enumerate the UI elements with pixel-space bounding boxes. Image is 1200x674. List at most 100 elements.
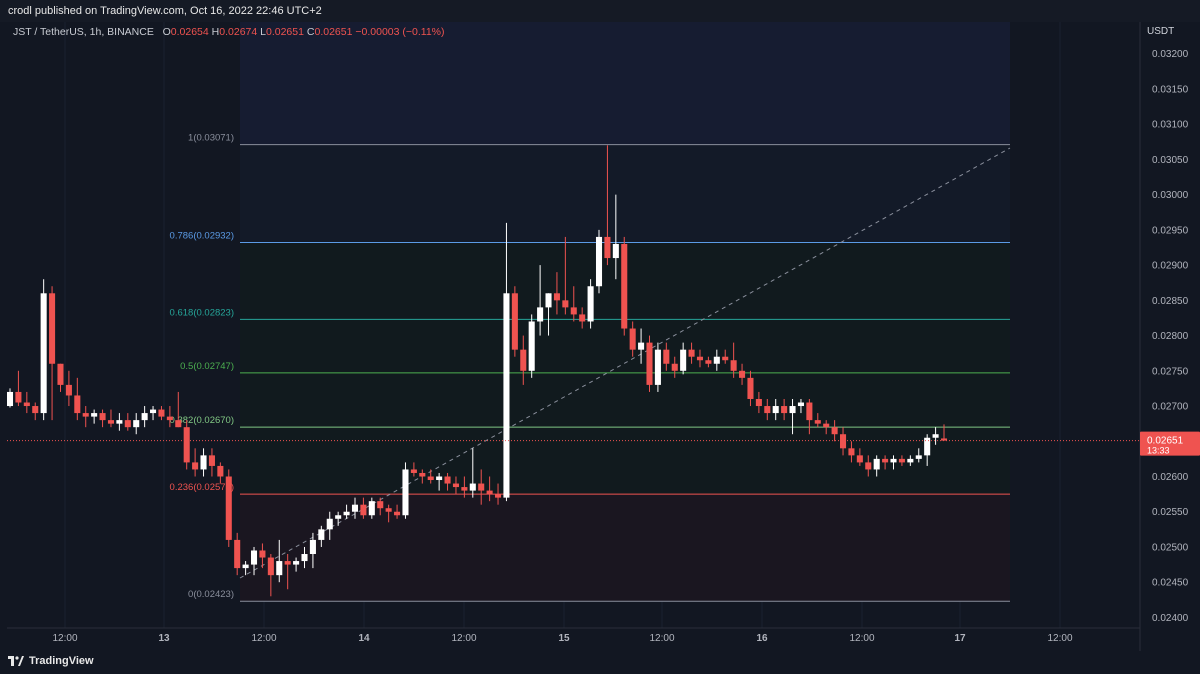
chart-area[interactable]: 1(0.03071) 0.786(0.02932) 0.618(0.02823) 0.… — [6, 22, 1200, 651]
candle — [545, 293, 552, 336]
candle-body — [141, 413, 148, 421]
candle — [175, 391, 182, 428]
candle — [562, 236, 569, 315]
candle — [444, 472, 451, 491]
candle-body — [722, 356, 729, 361]
candle-body — [318, 529, 325, 540]
candle-body — [562, 300, 569, 308]
x-tick-label: 12:00 — [451, 633, 476, 644]
candle — [158, 406, 165, 421]
candle-body — [91, 413, 98, 417]
candle — [772, 398, 779, 421]
candle — [23, 391, 30, 414]
candle-body — [865, 462, 872, 470]
low-value: 0.02651 — [266, 26, 304, 38]
candle — [436, 472, 443, 491]
candle-body — [814, 420, 821, 424]
candle — [293, 557, 300, 572]
y-tick-label: 0.02800 — [1152, 331, 1189, 342]
fib-label: 1(0.03071) — [188, 133, 234, 144]
candle-body — [234, 539, 241, 569]
candle-body — [478, 483, 485, 491]
tv-logo-icon — [8, 656, 24, 666]
candle — [150, 406, 157, 421]
candle — [65, 370, 72, 407]
candle-body — [646, 342, 653, 385]
candle — [419, 469, 426, 484]
candle — [74, 377, 81, 421]
candle — [326, 511, 333, 540]
candle — [351, 497, 359, 519]
candle — [696, 349, 704, 368]
candle — [478, 469, 485, 505]
candle — [839, 427, 847, 456]
candle-body — [848, 448, 855, 456]
currency-label: USDT — [1147, 26, 1174, 37]
candle — [217, 462, 224, 484]
price-chart[interactable]: 1(0.03071) 0.786(0.02932) 0.618(0.02823) 0.… — [6, 22, 1200, 651]
candle — [940, 424, 948, 441]
candle — [604, 145, 611, 266]
candle-body — [781, 406, 788, 414]
x-tick-label: 13 — [158, 633, 170, 644]
candle — [814, 413, 821, 428]
y-tick-label: 0.02950 — [1152, 225, 1189, 236]
candle-body — [553, 293, 560, 301]
candle-body — [663, 349, 670, 364]
candle-body — [772, 406, 779, 414]
candle-body — [528, 321, 535, 371]
candle-body — [436, 476, 443, 481]
candle-body — [831, 427, 838, 435]
y-tick-label: 0.03150 — [1152, 84, 1189, 95]
candle — [368, 497, 375, 519]
candle — [511, 286, 518, 357]
candle — [713, 349, 720, 371]
candle-body — [839, 434, 847, 449]
candle-body — [932, 434, 939, 438]
candle-body — [259, 550, 266, 558]
candle — [133, 413, 140, 435]
candle — [99, 409, 106, 428]
y-tick-label: 0.02450 — [1152, 578, 1189, 589]
published-text: crodl published on TradingView.com, Oct … — [8, 5, 322, 17]
candle-body — [284, 561, 291, 565]
candle-body — [764, 406, 771, 414]
candle — [915, 448, 922, 463]
candle — [638, 328, 645, 364]
candle-body — [40, 293, 47, 414]
y-tick-label: 0.03050 — [1152, 155, 1189, 166]
candle — [553, 272, 560, 315]
tradingview-logo[interactable]: TradingView — [8, 655, 94, 667]
candle — [234, 532, 241, 576]
candle — [6, 388, 14, 408]
candle — [192, 448, 199, 477]
candle — [621, 236, 628, 336]
candle-body — [23, 402, 30, 407]
candle — [537, 265, 544, 336]
candle — [907, 455, 914, 466]
candle-body — [461, 487, 468, 491]
candle-body — [276, 561, 283, 576]
candle — [452, 476, 459, 495]
candle-body — [511, 293, 518, 350]
candle — [646, 335, 653, 392]
x-tick-label: 12:00 — [251, 633, 276, 644]
candle — [200, 448, 207, 477]
candle-body — [309, 539, 316, 555]
footer-brand: TradingView — [29, 655, 94, 667]
candle-body — [343, 511, 350, 516]
candle — [486, 476, 493, 502]
open-label: O — [162, 26, 171, 38]
candle-body — [503, 293, 510, 498]
candle — [755, 391, 762, 414]
x-tick-label: 12:00 — [1047, 633, 1072, 644]
candle-body — [116, 420, 123, 424]
candle-body — [444, 476, 451, 484]
candle-body — [545, 293, 552, 308]
candle-body — [124, 420, 131, 428]
candle-body — [200, 455, 207, 470]
candle-body — [293, 561, 300, 565]
y-tick-label: 0.02900 — [1152, 261, 1189, 272]
candle-body — [377, 501, 384, 509]
fib-label: 0(0.02423) — [188, 589, 234, 600]
